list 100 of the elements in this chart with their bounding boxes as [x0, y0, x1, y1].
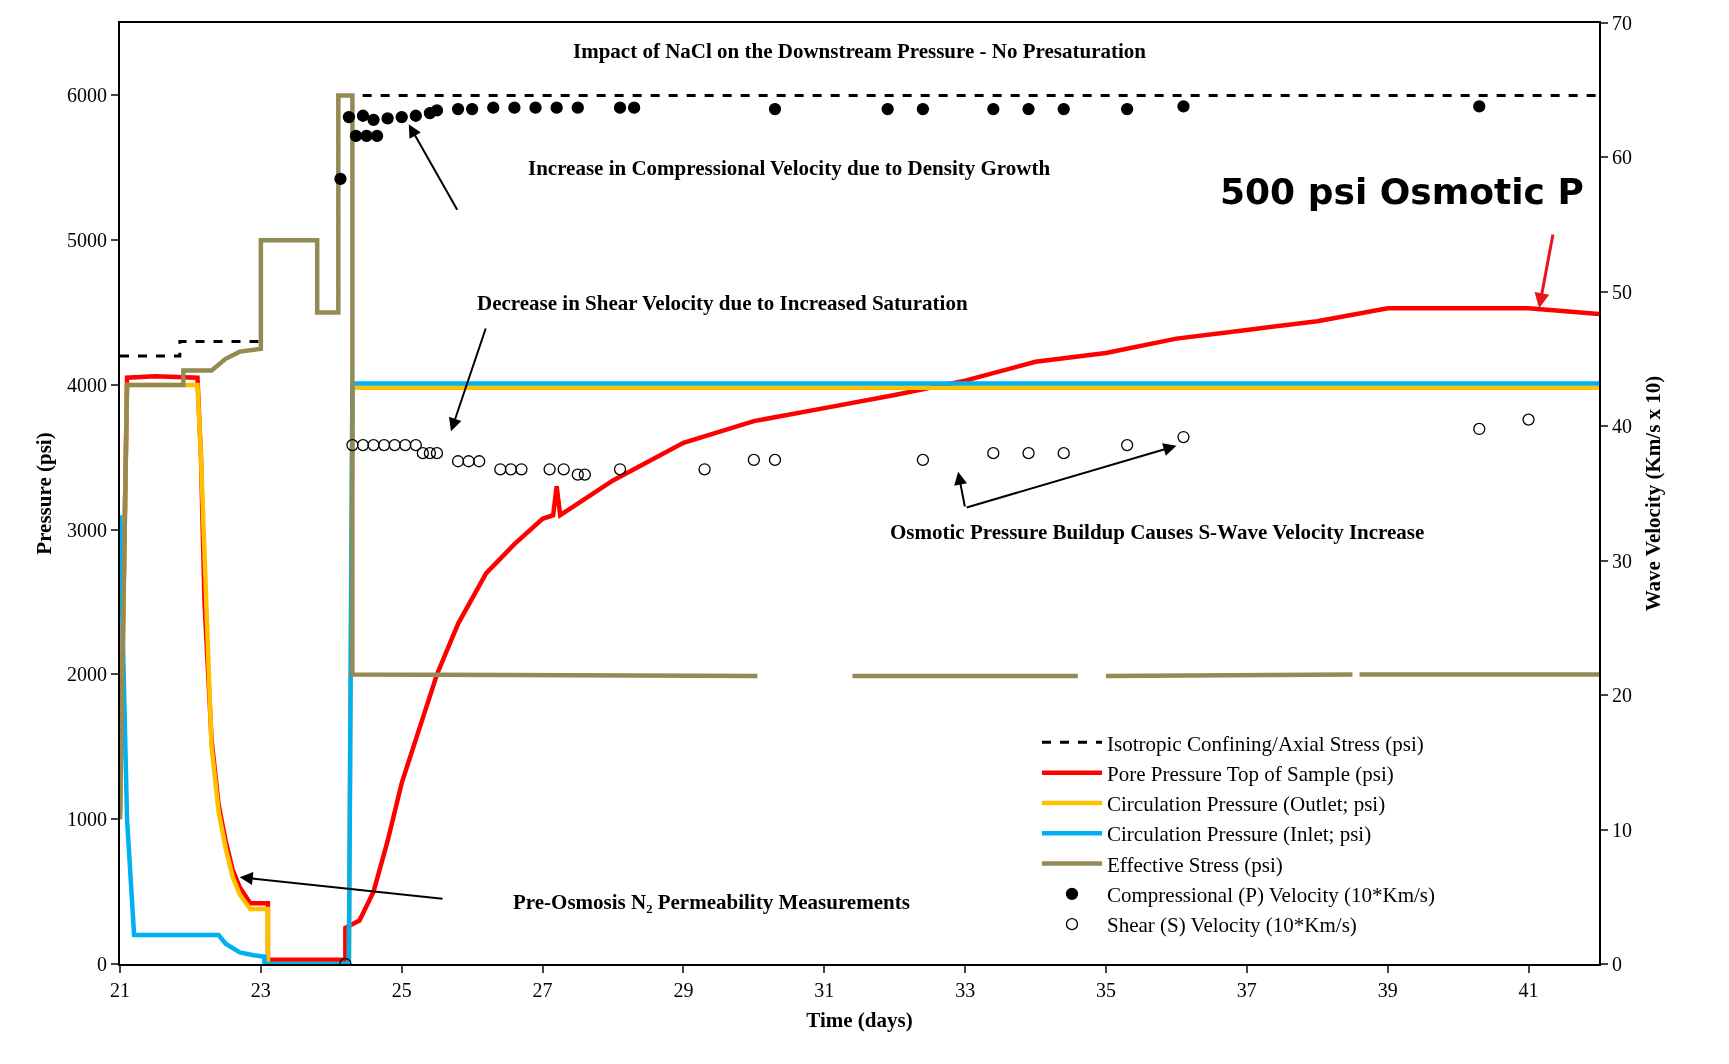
point: [451, 455, 465, 468]
point: [473, 455, 486, 468]
y-tick-label: 4000: [67, 373, 107, 396]
point: [1177, 100, 1190, 113]
point: [462, 455, 475, 468]
point: [1522, 413, 1535, 426]
point: [881, 102, 894, 116]
point: [1022, 102, 1035, 116]
point: [747, 453, 761, 467]
point: [571, 468, 584, 481]
point: [377, 438, 391, 452]
x-tick-label: 29: [673, 979, 694, 1001]
y2-tick-label: 50: [1612, 280, 1632, 303]
y2-tick-label: 40: [1612, 415, 1632, 438]
point: [399, 438, 412, 452]
point: [768, 453, 782, 467]
point: [381, 112, 394, 125]
point: [349, 129, 363, 143]
point: [356, 109, 370, 122]
point: [613, 101, 627, 114]
point: [698, 463, 711, 476]
y2-tick-label: 10: [1612, 818, 1632, 841]
annotation: Pre-Osmosis N₂ Permeability Measurements: [513, 890, 910, 914]
point: [916, 102, 930, 116]
point: [423, 447, 437, 460]
point: [409, 438, 422, 452]
y-tick-label: 3000: [67, 518, 107, 541]
point: [1473, 422, 1486, 436]
point: [1177, 430, 1190, 444]
point: [367, 113, 380, 126]
y-tick-label: 6000: [67, 84, 107, 107]
y-tick-label: 0: [97, 953, 107, 975]
legend-label: Effective Stress (psi): [1106, 852, 1283, 877]
y-tick-label: 2000: [67, 663, 107, 686]
point: [346, 438, 359, 452]
x-tick-label: 41: [1518, 979, 1539, 1001]
x-tick-label: 21: [110, 979, 130, 1001]
point: [388, 438, 401, 452]
x-tick-label: 31: [814, 979, 835, 1001]
x-tick-label: 35: [1096, 979, 1116, 1001]
point: [370, 129, 384, 143]
point: [342, 110, 356, 124]
point: [430, 104, 444, 117]
point: [529, 101, 542, 114]
point: [1057, 447, 1070, 460]
legend-label: Compressional (P) Velocity (10*Km/s): [1106, 883, 1435, 908]
y-tick-label: 1000: [67, 808, 107, 831]
point: [508, 101, 521, 114]
annotation: Increase in Compressional Velocity due to Density Growth: [528, 156, 1051, 180]
x-tick-label: 39: [1377, 979, 1398, 1001]
point: [987, 447, 1000, 460]
point: [543, 463, 556, 476]
point: [356, 438, 370, 452]
point: [504, 463, 518, 476]
point: [409, 109, 422, 122]
point: [395, 110, 408, 124]
point: [627, 101, 641, 114]
legend-label: Pore Pressure Top of Sample (psi): [1106, 761, 1394, 786]
point: [465, 102, 479, 116]
point: [916, 453, 930, 467]
y2-tick-label: 30: [1612, 549, 1632, 572]
point: [367, 438, 380, 452]
point: [360, 129, 373, 143]
point: [334, 172, 347, 186]
point: [768, 102, 782, 116]
y-axis-title: Pressure (psi): [31, 432, 56, 555]
x-tick-label: 33: [955, 979, 976, 1001]
point: [515, 463, 528, 476]
legend-label: Shear (S) Velocity (10*Km/s): [1106, 913, 1357, 938]
point: [557, 463, 570, 476]
point: [494, 463, 507, 476]
point: [1022, 447, 1035, 460]
y-tick-label: 5000: [67, 229, 107, 252]
annotation: Osmotic Pressure Buildup Causes S-Wave Velocity Increase: [890, 520, 1425, 544]
point: [1473, 100, 1486, 113]
text: Impact of NaCl on the Downstream Pressure - No Presaturation: [573, 39, 1147, 63]
annotation: Decrease in Shear Velocity due to Increased Saturation: [477, 291, 968, 315]
point: [613, 463, 627, 476]
point: [550, 101, 563, 114]
y2-axis-title: Wave Velocity (Km/s x 10): [1640, 375, 1665, 612]
x-tick-label: 25: [391, 979, 412, 1001]
legend-label: Isotropic Confining/Axial Stress (psi): [1106, 731, 1424, 756]
point: [1057, 102, 1070, 116]
x-tick-label: 23: [250, 979, 271, 1001]
point: [487, 101, 500, 114]
point: [416, 447, 429, 460]
y2-tick-label: 60: [1612, 146, 1632, 169]
point: [1120, 102, 1134, 116]
point: [430, 447, 444, 460]
x-tick-label: 27: [532, 979, 553, 1001]
y2-tick-label: 70: [1612, 12, 1632, 34]
point: [987, 102, 1000, 116]
legend-label: Circulation Pressure (Inlet; psi): [1106, 822, 1372, 847]
x-axis-title: Time (days): [806, 1007, 913, 1032]
point: [451, 102, 465, 116]
point: [578, 468, 591, 481]
annotation: 500 psi Osmotic P: [1220, 171, 1584, 212]
y2-tick-label: 20: [1612, 684, 1632, 707]
x-tick-label: 37: [1236, 979, 1257, 1001]
y2-tick-label: 0: [1612, 953, 1622, 975]
